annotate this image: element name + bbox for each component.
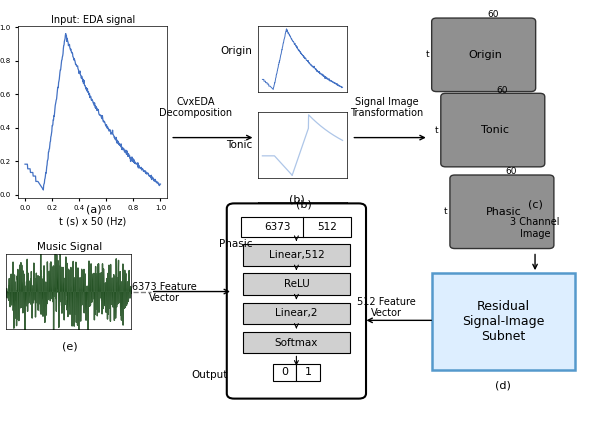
Text: Residual
Signal-Image
Subnet: Residual Signal-Image Subnet [462,300,544,343]
Text: 60: 60 [488,10,499,19]
Text: Origin: Origin [469,50,502,60]
X-axis label: t (s) x 50 (Hz): t (s) x 50 (Hz) [59,217,126,227]
Text: 60: 60 [497,86,508,95]
Text: t: t [435,126,438,135]
Text: Signal Image
Transformation: Signal Image Transformation [350,97,423,118]
Text: (b): (b) [289,194,304,204]
Text: Softmax: Softmax [275,338,318,348]
Text: Tonic: Tonic [481,125,509,135]
Text: (b): (b) [296,200,312,210]
Text: 3 Channel
Image: 3 Channel Image [510,217,560,239]
Text: Phasic: Phasic [486,207,522,217]
Text: Tonic: Tonic [226,140,252,150]
Text: 60: 60 [506,167,517,176]
Text: (e): (e) [62,342,78,352]
Text: (d): (d) [495,381,511,390]
Text: 512: 512 [317,222,337,232]
Text: Origin: Origin [221,46,252,55]
Text: ReLU: ReLU [283,279,309,289]
Title: Input: EDA signal: Input: EDA signal [50,15,135,25]
Text: Output: Output [192,369,228,380]
Text: (a): (a) [86,204,102,214]
Text: 512 Feature
Vector: 512 Feature Vector [357,297,415,318]
Text: Music Signal: Music Signal [37,242,103,252]
Text: Linear,512: Linear,512 [269,250,324,260]
Text: 1: 1 [305,367,311,378]
Text: 6373: 6373 [264,222,291,232]
Text: Phasic: Phasic [219,239,252,249]
Text: t: t [444,207,447,216]
Text: Linear,2: Linear,2 [275,308,317,319]
Text: CvxEDA
Decomposition: CvxEDA Decomposition [159,97,232,118]
Text: 6373 Feature
Vector: 6373 Feature Vector [132,282,196,303]
Text: t: t [426,50,429,59]
Text: (c): (c) [528,200,542,210]
Text: 0: 0 [282,367,288,378]
